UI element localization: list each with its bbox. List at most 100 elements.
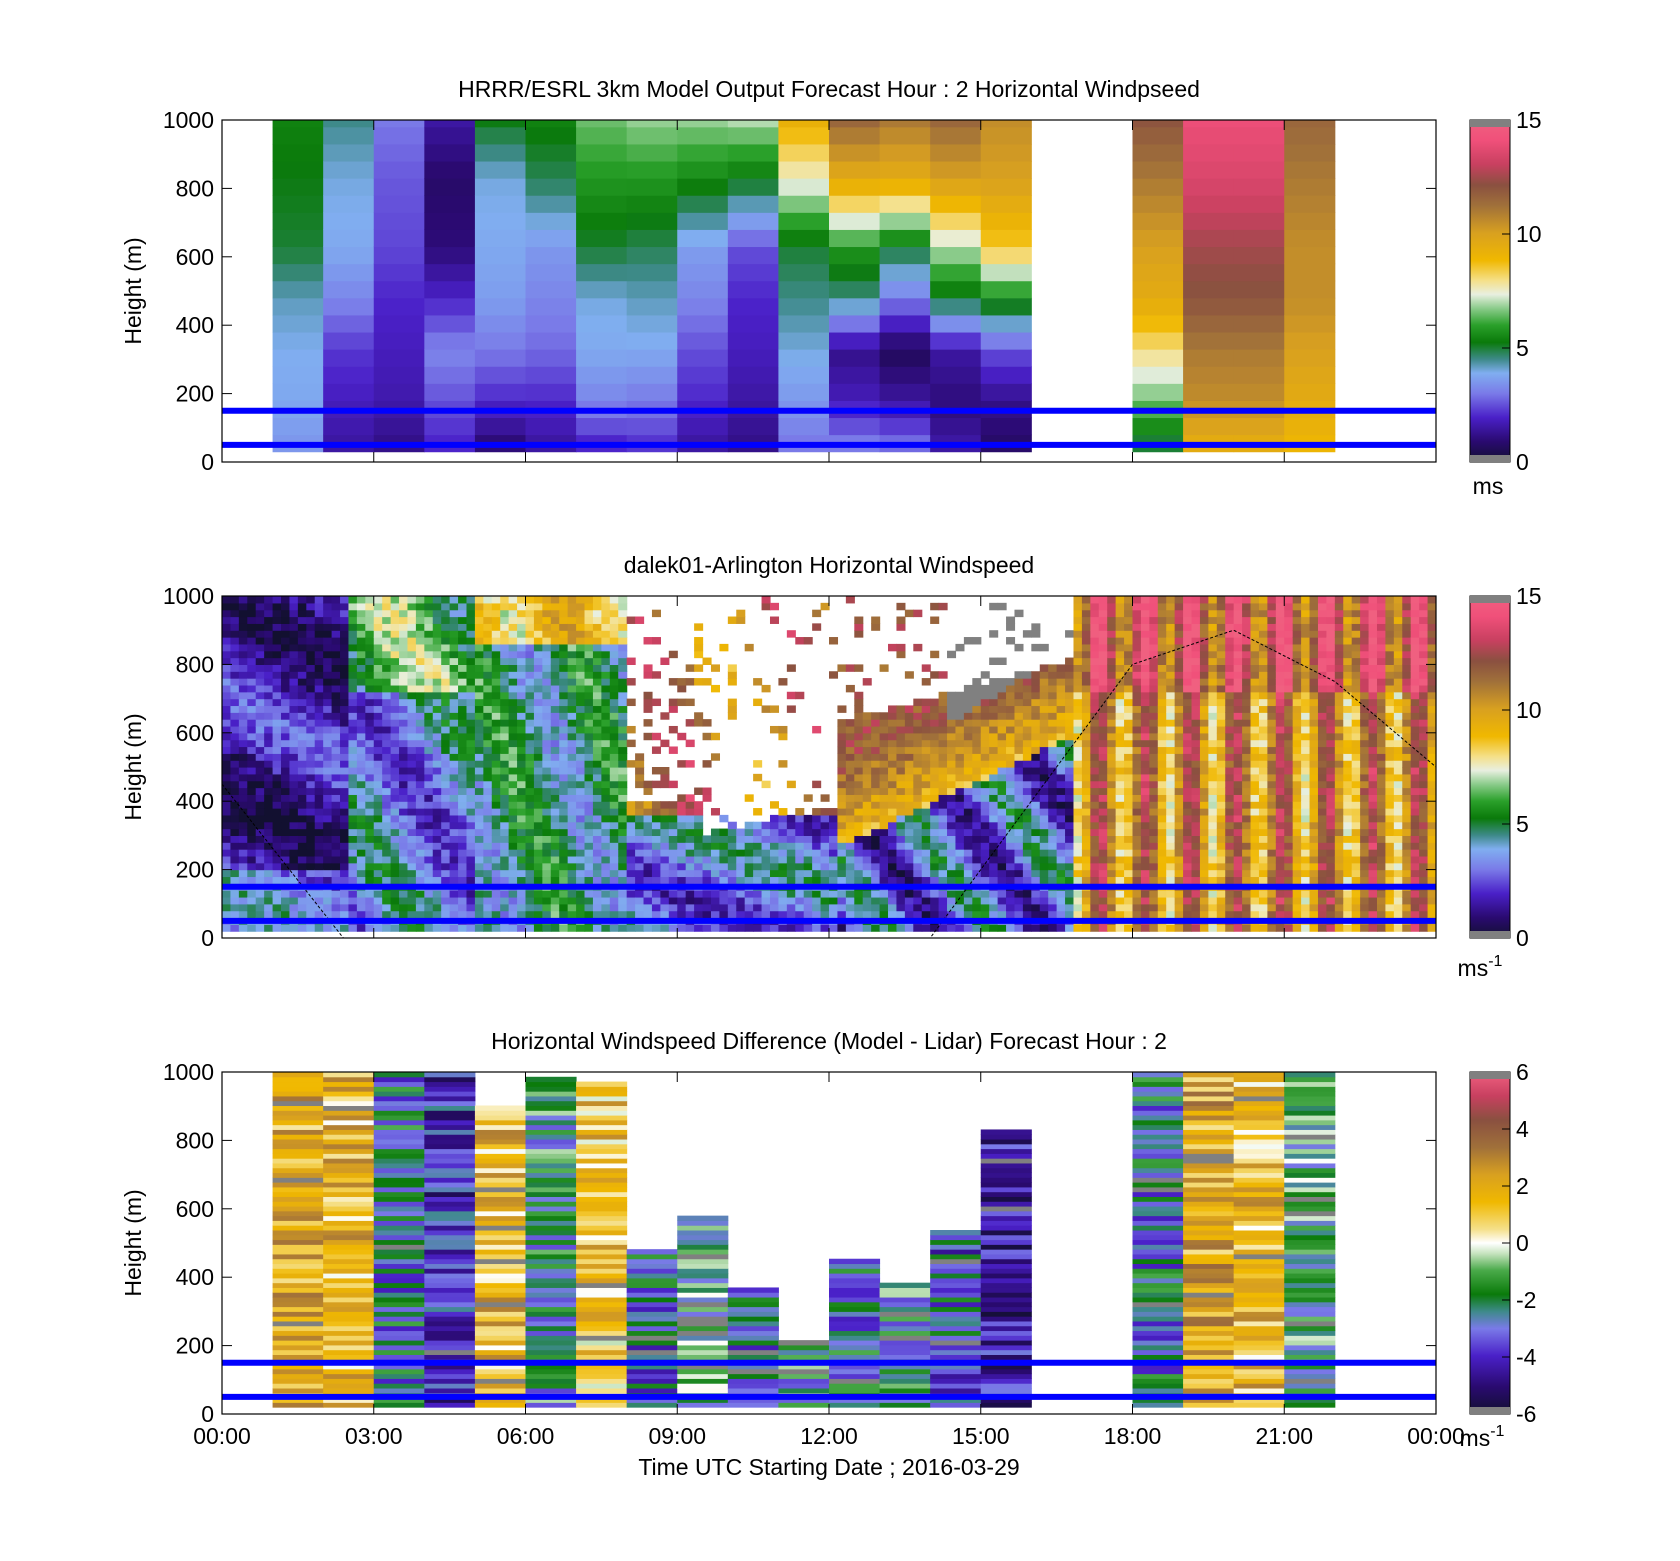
heatmap-cell	[879, 787, 889, 795]
heatmap-cell	[542, 869, 552, 878]
heatmap-cell	[458, 821, 468, 830]
heatmap-cell	[340, 808, 350, 816]
heatmap-cell	[803, 876, 813, 884]
heatmap-cell	[525, 835, 535, 843]
heatmap-cell	[491, 767, 501, 775]
heatmap-cell	[247, 657, 257, 665]
heatmap-cell	[1140, 753, 1150, 761]
heatmap-cell	[1031, 924, 1041, 932]
heatmap-cell	[618, 862, 628, 871]
heatmap-cell	[264, 896, 274, 905]
heatmap-cell	[238, 650, 248, 659]
lidar-column	[373, 596, 383, 932]
heatmap-cell	[1183, 383, 1235, 401]
heatmap-cell	[222, 767, 232, 775]
heatmap-cell	[1140, 698, 1150, 707]
heatmap-cell	[618, 814, 628, 823]
heatmap-cell	[230, 842, 240, 850]
colorbar-cap	[1470, 120, 1510, 127]
heatmap-cell	[281, 643, 291, 652]
heatmap-cell	[601, 835, 611, 843]
heatmap-cell	[441, 630, 451, 638]
heatmap-cell	[854, 787, 864, 795]
heatmap-cell	[230, 835, 240, 843]
heatmap-cell	[955, 787, 965, 795]
heatmap-cell	[230, 678, 240, 686]
heatmap-cell	[854, 794, 864, 802]
heatmap-cell	[340, 842, 350, 850]
heatmap-cell	[466, 705, 476, 713]
heatmap-cell	[947, 780, 957, 789]
heatmap-cell	[921, 698, 931, 707]
heatmap-cell	[340, 787, 350, 795]
heatmap-cell	[845, 739, 855, 748]
heatmap-cell	[643, 705, 653, 713]
heatmap-cell	[340, 678, 350, 686]
heatmap-cell	[323, 814, 333, 823]
heatmap-cell	[1006, 712, 1016, 720]
heatmap-cell	[643, 787, 653, 795]
lidar-column	[710, 664, 721, 932]
heatmap-cell	[1149, 924, 1159, 932]
heatmap-cell	[576, 705, 586, 713]
heatmap-cell	[281, 842, 291, 850]
heatmap-cell	[500, 767, 510, 775]
heatmap-cell	[458, 924, 468, 932]
heatmap-cell	[1039, 732, 1049, 741]
heatmap-cell	[660, 814, 670, 823]
heatmap-cell	[340, 801, 350, 809]
heatmap-cell	[753, 862, 763, 871]
heatmap-cell	[963, 842, 973, 850]
heatmap-cell	[474, 828, 484, 836]
heatmap-cell	[474, 126, 526, 145]
heatmap-cell	[306, 794, 316, 802]
heatmap-cell	[508, 657, 518, 665]
heatmap-cell	[1107, 849, 1117, 857]
heatmap-cell	[761, 910, 771, 919]
heatmap-cell	[921, 849, 931, 857]
heatmap-cell	[432, 623, 442, 631]
heatmap-cell	[930, 297, 982, 316]
heatmap-cell	[997, 821, 1007, 830]
heatmap-cell	[778, 924, 788, 932]
heatmap-cell	[466, 869, 476, 878]
heatmap-cell	[1140, 671, 1150, 679]
heatmap-cell	[786, 869, 796, 878]
model-column	[525, 120, 577, 453]
heatmap-cell	[407, 609, 417, 618]
heatmap-cell	[281, 596, 291, 604]
heatmap-cell	[264, 767, 274, 775]
y-tick-label: 0	[201, 449, 214, 475]
heatmap-cell	[685, 855, 695, 864]
heatmap-cell	[340, 855, 350, 864]
heatmap-cell	[466, 650, 476, 659]
heatmap-cell	[938, 787, 948, 795]
heatmap-cell	[1140, 862, 1150, 871]
heatmap-cell	[660, 862, 670, 871]
heatmap-cell	[930, 814, 940, 823]
heatmap-cell	[272, 890, 282, 898]
heatmap-cell	[685, 910, 695, 919]
heatmap-cell	[1140, 876, 1150, 884]
heatmap-cell	[533, 767, 543, 775]
heatmap-cell	[1233, 178, 1285, 196]
heatmap-cell	[601, 671, 611, 679]
heatmap-cell	[458, 910, 468, 919]
heatmap-cell	[963, 684, 973, 693]
heatmap-cell	[365, 684, 375, 693]
heatmap-cell	[415, 732, 425, 741]
heatmap-cell	[989, 773, 999, 782]
heatmap-cell	[1056, 896, 1066, 905]
heatmap-cell	[441, 609, 451, 618]
heatmap-cell	[483, 808, 493, 816]
heatmap-cell	[373, 725, 383, 734]
heatmap-cell	[348, 828, 358, 836]
heatmap-cell	[871, 739, 881, 748]
heatmap-cell	[373, 195, 425, 213]
heatmap-cell	[238, 821, 248, 830]
heatmap-cell	[399, 691, 409, 700]
heatmap-cell	[626, 417, 678, 436]
heatmap-cell	[348, 712, 358, 720]
heatmap-cell	[483, 684, 493, 693]
heatmap-cell	[1107, 855, 1117, 864]
